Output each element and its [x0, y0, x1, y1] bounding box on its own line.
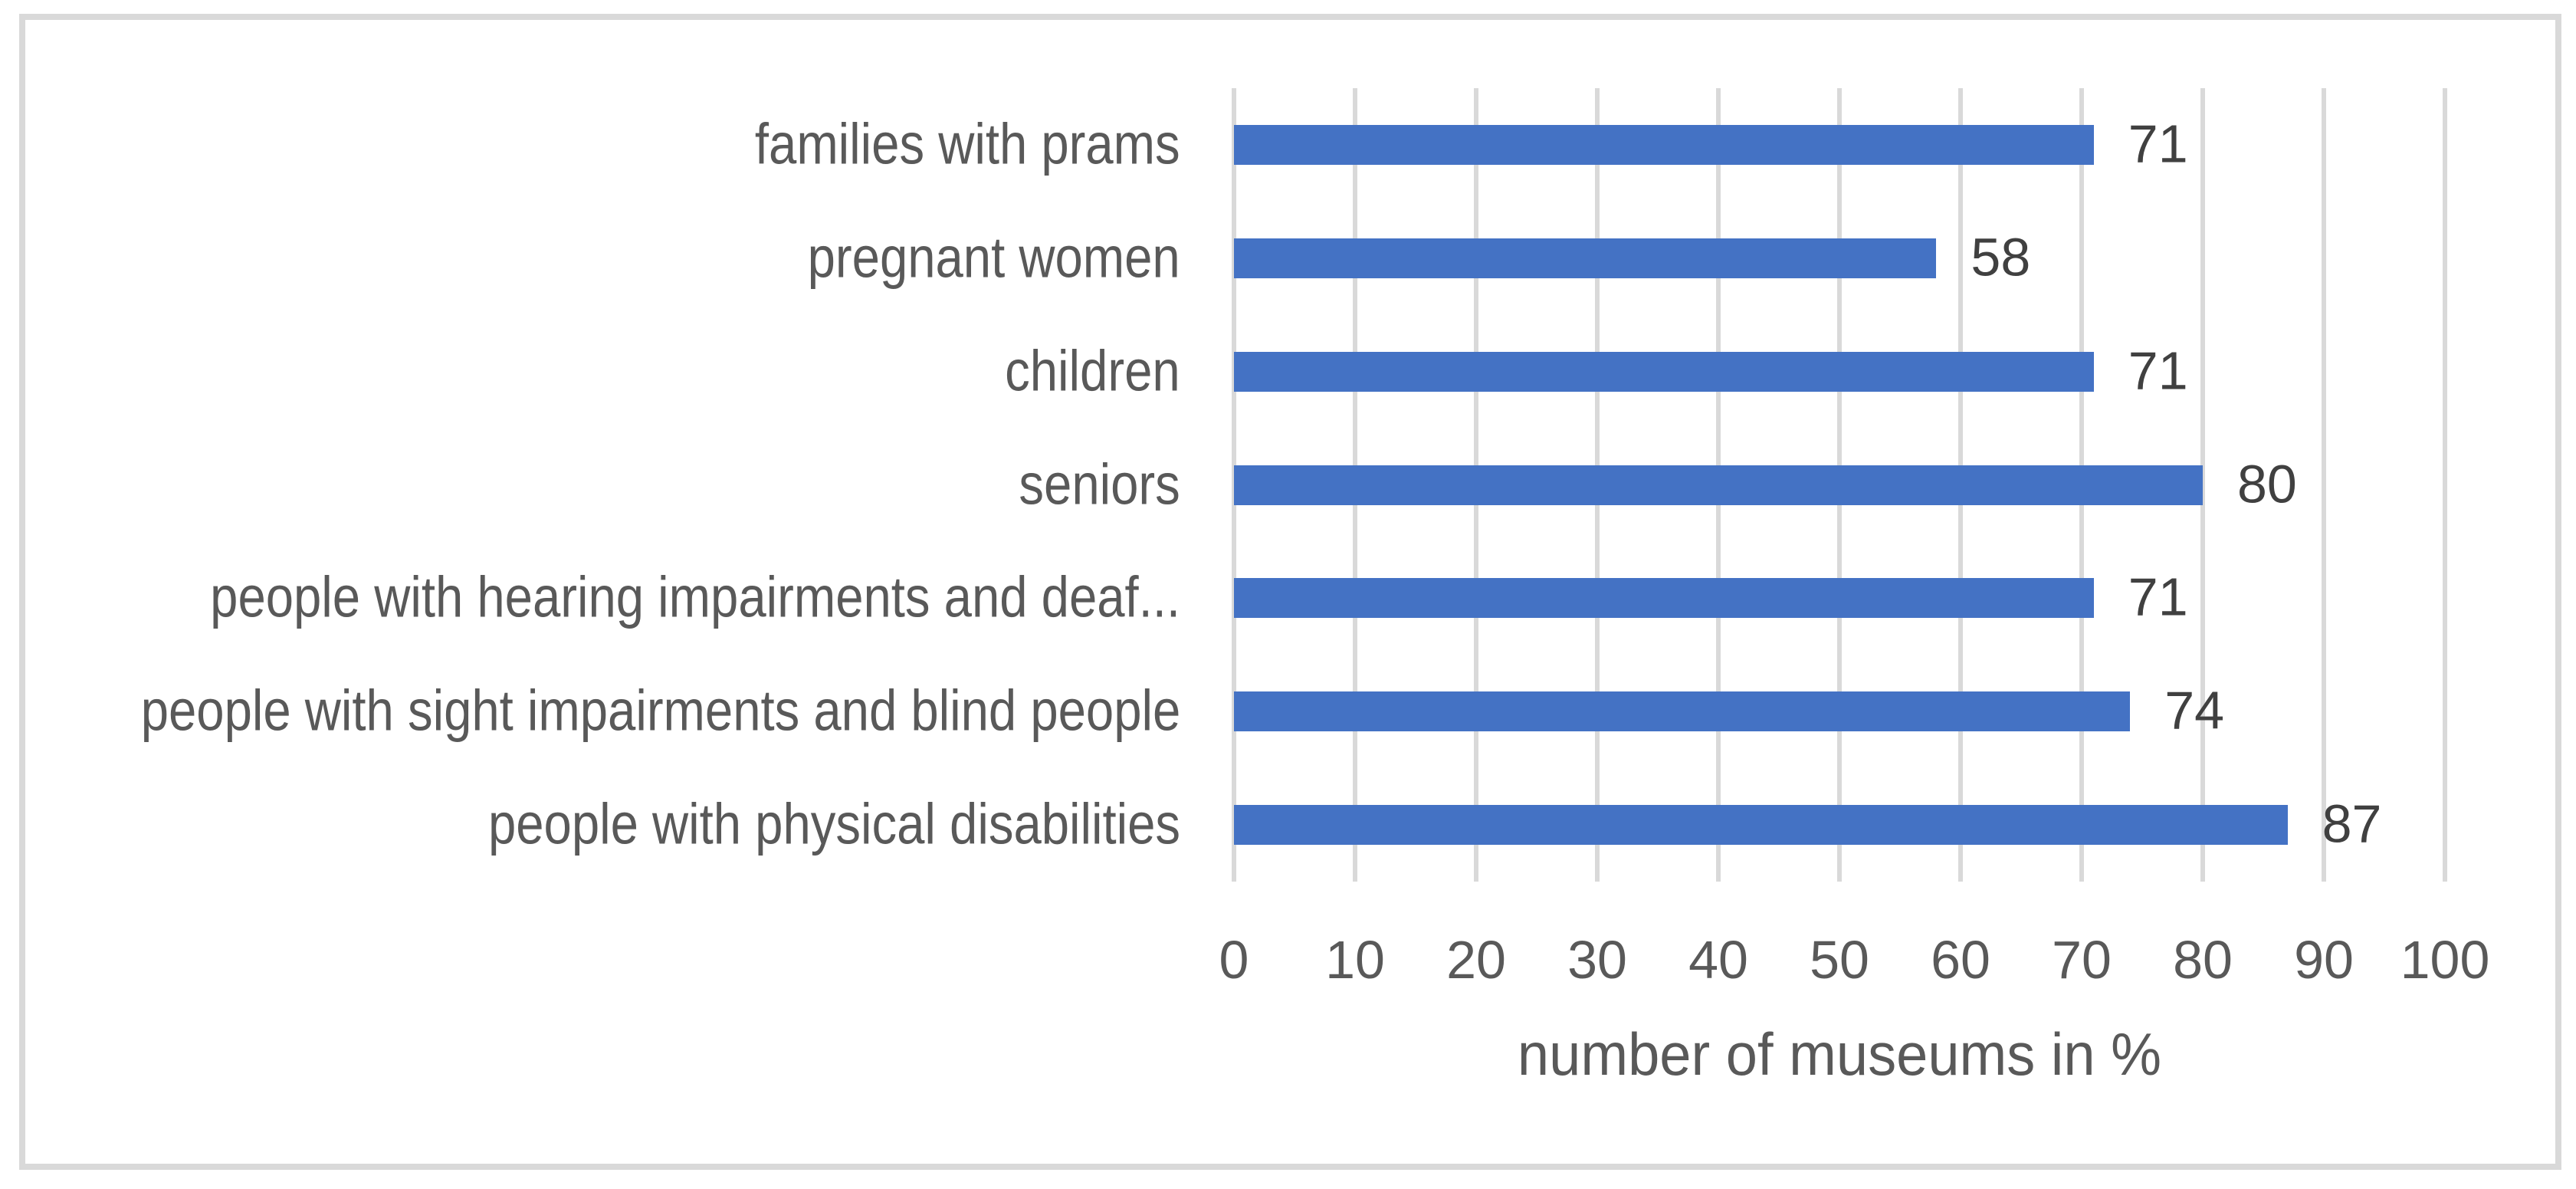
bar-value-label: 58 [1971, 227, 2031, 287]
tick-label: 30 [1567, 930, 1627, 990]
tick-label: 100 [2400, 930, 2490, 990]
bar [1234, 238, 1937, 278]
bar [1234, 805, 2288, 846]
tick-label: 20 [1446, 930, 1506, 990]
bar-value-label: 71 [2128, 340, 2188, 401]
bar [1234, 124, 2094, 165]
bar-value-label: 71 [2128, 567, 2188, 627]
tick-label: 90 [2294, 930, 2354, 990]
tick-label: 80 [2173, 930, 2233, 990]
gridline [2443, 88, 2447, 882]
tick-label: 40 [1688, 930, 1748, 990]
bar-value-label: 74 [2164, 680, 2225, 741]
tick-label: 60 [1931, 930, 1990, 990]
tick-label: 10 [1325, 930, 1385, 990]
category-label: children [1005, 337, 1180, 402]
bar [1234, 578, 2094, 619]
tick-label: 0 [1219, 930, 1249, 990]
category-label: people with hearing impairments and deaf… [210, 564, 1180, 629]
category-label: people with physical disabilities [487, 791, 1180, 856]
bar [1234, 351, 2094, 392]
tick-label: 50 [1810, 930, 1869, 990]
bar-value-label: 80 [2237, 453, 2297, 514]
bar [1234, 465, 2203, 505]
gridline [2322, 88, 2326, 882]
category-label: people with sight impairments and blind … [140, 678, 1180, 743]
bar-value-label: 71 [2128, 113, 2188, 174]
category-label: families with prams [755, 111, 1180, 176]
category-label: seniors [1019, 451, 1180, 516]
bar-value-label: 87 [2322, 793, 2382, 854]
gridline [2200, 88, 2205, 882]
bar [1234, 691, 2131, 732]
category-label: pregnant women [807, 225, 1180, 290]
x-axis-title: number of museums in % [1517, 1020, 2162, 1088]
tick-label: 70 [2052, 930, 2112, 990]
